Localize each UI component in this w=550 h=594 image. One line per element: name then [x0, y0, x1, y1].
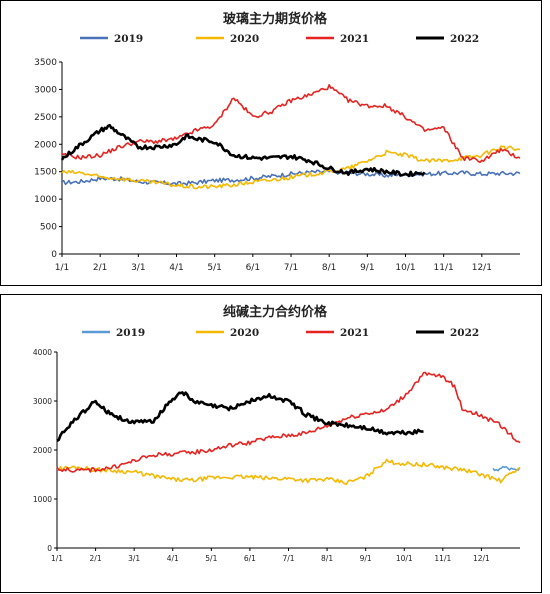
x-tick-label: 7/1 [284, 263, 298, 273]
legend-label-2022: 2022 [450, 327, 479, 339]
chart-title: 纯碱主力合约价格 [223, 304, 328, 320]
series-line-2019 [61, 169, 521, 186]
x-tick-label: 9/1 [360, 554, 372, 563]
x-tick-label: 5/1 [205, 554, 217, 563]
plot-area [60, 84, 521, 190]
x-tick-label: 8/1 [322, 263, 336, 273]
y-tick-label: 500 [40, 223, 57, 233]
x-tick-label: 8/1 [321, 554, 333, 563]
series-line-2022 [60, 123, 426, 178]
x-tick-label: 2/1 [93, 263, 107, 273]
x-tick-label: 5/1 [207, 263, 221, 273]
x-tick-label: 7/1 [282, 554, 294, 563]
series-line-2019 [492, 465, 521, 472]
x-tick-label: 10/1 [396, 554, 413, 563]
x-tick-label: 1/1 [55, 263, 69, 273]
legend-label-2020: 2020 [230, 327, 259, 339]
series-line-2021 [56, 371, 521, 473]
x-tick-label: 10/1 [395, 263, 415, 273]
x-tick-label: 1/1 [51, 554, 63, 563]
legend-label-2019: 2019 [114, 33, 143, 45]
x-tick-label: 9/1 [360, 263, 374, 273]
x-tick-label: 11/1 [434, 263, 454, 273]
series-line-2021 [61, 84, 521, 163]
y-tick-label: 0 [51, 250, 57, 260]
series-line-2020 [61, 145, 521, 190]
chart-frame [0, 294, 542, 593]
legend-label-2022: 2022 [450, 33, 479, 45]
x-tick-label: 11/1 [434, 554, 451, 563]
chart-legend: 2019 2020 2021 2022 [82, 327, 479, 339]
y-tick-label: 3000 [33, 397, 52, 406]
chart-title: 玻璃主力期货价格 [223, 11, 328, 27]
soda-ash-contract-chart: 纯碱主力合约价格 2019 2020 2021 2022 0 1000 2000 3000 4… [0, 294, 542, 593]
plot-area [56, 371, 521, 486]
legend-label-2021: 2021 [340, 327, 369, 339]
x-tick-label: 6/1 [246, 263, 260, 273]
legend-label-2020: 2020 [230, 33, 259, 45]
y-tick-label: 1000 [33, 495, 52, 504]
x-tick-label: 3/1 [128, 554, 140, 563]
y-tick-label: 0 [47, 544, 52, 553]
series-line-2022 [56, 391, 424, 443]
y-tick-label: 2000 [34, 140, 57, 150]
x-tick-label: 3/1 [131, 263, 145, 273]
x-tick-label: 4/1 [169, 263, 183, 273]
y-tick-label: 2500 [34, 113, 57, 123]
y-tick-label: 1500 [34, 168, 57, 178]
glass-futures-chart: 玻璃主力期货价格 2019 2020 2021 2022 0 500 1000 1500 20… [0, 0, 542, 286]
x-tick-label: 2/1 [90, 554, 102, 563]
legend-label-2019: 2019 [116, 327, 145, 339]
x-tick-label: 12/1 [472, 263, 492, 273]
chart-legend: 2019 2020 2021 2022 [80, 33, 479, 45]
y-tick-label: 3000 [34, 85, 57, 95]
y-tick-label: 3500 [34, 58, 57, 68]
chart-axes: 0 1000 2000 3000 4000 1/1 2/1 3/1 4/1 5/1 6/1 7/1 8/… [33, 348, 520, 563]
glass-futures-chart-panel: 玻璃主力期货价格 2019 2020 2021 2022 0 500 1000 1500 20… [0, 0, 550, 286]
y-tick-label: 4000 [33, 348, 52, 357]
x-tick-label: 6/1 [244, 554, 256, 563]
chart-axes: 0 500 1000 1500 2000 2500 3000 3500 1/1 2/1 3/1 4/1… [34, 58, 520, 273]
series-line-2020 [56, 458, 521, 486]
soda-ash-contract-chart-panel: 纯碱主力合约价格 2019 2020 2021 2022 0 1000 2000 3000 4… [0, 294, 550, 594]
y-tick-label: 2000 [33, 446, 52, 455]
x-tick-label: 4/1 [167, 554, 179, 563]
y-tick-label: 1000 [34, 195, 57, 205]
legend-label-2021: 2021 [340, 33, 369, 45]
x-tick-label: 12/1 [473, 554, 490, 563]
